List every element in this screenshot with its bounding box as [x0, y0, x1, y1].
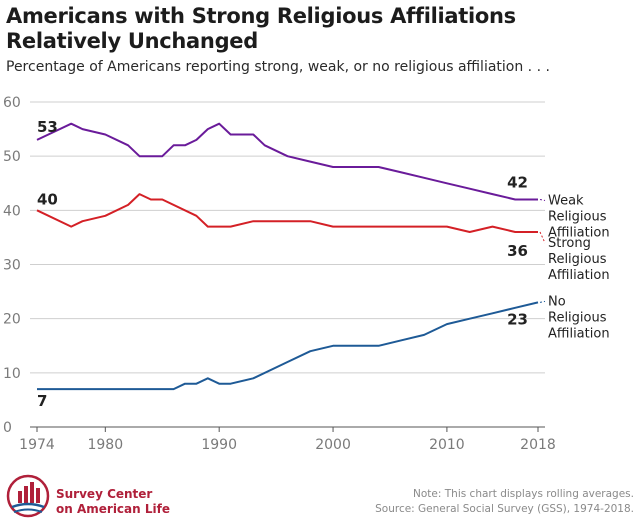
series-label-line: Strong	[548, 236, 591, 251]
series-line-weak	[36, 122, 538, 201]
y-tick-label: 30	[3, 258, 21, 274]
footnote: Note: This chart displays rolling averag…	[375, 487, 634, 517]
data-label-end-strong: 36	[507, 242, 528, 260]
series-label-line: Affiliation	[548, 226, 610, 241]
y-tick-label: 60	[3, 95, 21, 111]
series-label-line: No	[548, 294, 566, 309]
chart-subtitle: Percentage of Americans reporting strong…	[6, 59, 550, 75]
line-chart: 0 10 20 30 40 50 60 1974 1980 1990 2000 2010 2018 53 4…	[3, 95, 610, 453]
x-tick-label: 2018	[520, 437, 556, 453]
series-leader-none	[539, 300, 546, 303]
series-line-strong	[36, 193, 538, 233]
series-label-line: Religious	[548, 252, 607, 267]
series-label-line: Weak	[548, 194, 584, 209]
series-leader-weak	[539, 199, 546, 201]
data-label-start-strong: 40	[37, 190, 58, 208]
series-label-none: No Religious Affiliation	[548, 294, 610, 341]
y-tick-label: 20	[3, 312, 21, 328]
series-label-line: Religious	[548, 310, 607, 325]
series-label-line: Affiliation	[548, 268, 610, 283]
x-tick-label: 1990	[201, 437, 237, 453]
brand-name-line2: on American Life	[56, 502, 170, 516]
y-tick-label: 40	[3, 203, 21, 219]
series-line-none	[37, 301, 539, 391]
series-leader-strong	[539, 231, 546, 244]
series-label-line: Affiliation	[548, 326, 610, 341]
brand-name: Survey Center on American Life	[56, 487, 170, 517]
x-tick-label: 1974	[19, 437, 55, 453]
series-label-strong: Strong Religious Affiliation	[548, 236, 610, 283]
y-tick-label: 0	[3, 420, 12, 436]
y-tick-label: 50	[3, 149, 21, 165]
data-label-end-weak: 42	[507, 174, 528, 192]
data-label-start-none: 7	[37, 392, 47, 410]
survey-center-logo-icon	[6, 474, 50, 518]
series-label-line: Religious	[548, 210, 607, 225]
x-tick-label: 2000	[315, 437, 351, 453]
series-label-weak: Weak Religious Affiliation	[548, 194, 610, 241]
x-tick-label: 2010	[429, 437, 465, 453]
note-text: Note: This chart displays rolling averag…	[413, 488, 634, 500]
data-label-start-weak: 53	[37, 118, 58, 136]
chart-title: Americans with Strong Religious Affiliat…	[6, 4, 516, 53]
brand-name-line1: Survey Center	[56, 487, 153, 501]
source-text: Source: General Social Survey (GSS), 197…	[375, 503, 634, 515]
x-tick-label: 1980	[87, 437, 123, 453]
y-tick-label: 10	[3, 366, 21, 382]
data-label-end-none: 23	[507, 310, 528, 328]
